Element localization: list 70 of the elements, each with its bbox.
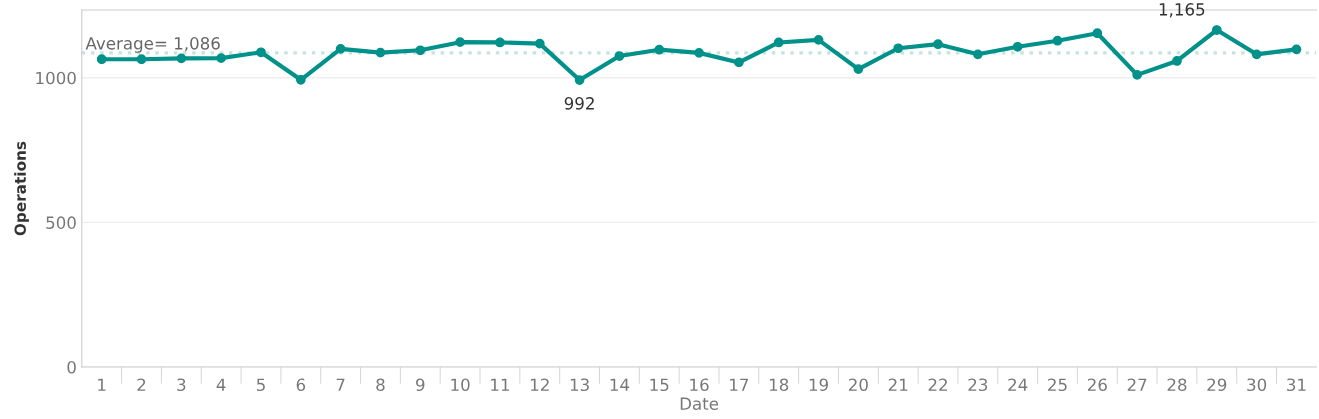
- point: [256, 47, 266, 58]
- point: [335, 43, 346, 54]
- x-tick-label: 6: [296, 378, 306, 392]
- x-tick-label: 13: [570, 378, 589, 392]
- point: [933, 39, 943, 50]
- point: [893, 43, 904, 54]
- point: [1172, 56, 1182, 66]
- point: [96, 54, 107, 65]
- annotation: 992: [564, 97, 594, 110]
- point: [455, 37, 465, 48]
- x-tick-label: 21: [888, 378, 908, 391]
- x-tick-label: 27: [1127, 378, 1147, 391]
- x-tick-label: 16: [690, 378, 709, 392]
- x-tick-label: 26: [1087, 378, 1107, 392]
- annotation: 1,165: [1159, 3, 1205, 18]
- x-tick-label: 30: [1247, 378, 1267, 392]
- x-tick-label: 7: [336, 378, 345, 391]
- x-tick-label: 15: [650, 378, 669, 392]
- x-tick-label: 29: [1207, 378, 1227, 392]
- point: [734, 57, 744, 68]
- x-tick-label: 8: [376, 378, 385, 392]
- x-tick-label: 18: [769, 378, 789, 392]
- x-tick-label: 11: [491, 378, 510, 391]
- point: [574, 75, 585, 85]
- point: [375, 47, 386, 58]
- point: [534, 38, 545, 49]
- y-tick-label: 0: [67, 361, 76, 374]
- x-tick-label: 10: [451, 378, 470, 392]
- x-tick-label: 2: [137, 378, 146, 391]
- point: [813, 34, 824, 45]
- point: [1052, 35, 1063, 46]
- x-tick-label: 12: [531, 378, 549, 391]
- point: [295, 74, 306, 85]
- y-tick-label: 500: [46, 216, 76, 229]
- y-tick-label: 1000: [36, 71, 76, 85]
- point: [1251, 49, 1262, 60]
- x-tick-label: 3: [177, 378, 186, 392]
- y-axis-title: Operations: [14, 141, 29, 236]
- x-tick-label: 14: [610, 378, 630, 391]
- x-tick-label: 4: [216, 378, 226, 391]
- x-tick-label: 22: [928, 378, 947, 391]
- x-tick-label: 17: [730, 378, 749, 391]
- x-tick-label: 19: [809, 378, 828, 392]
- point: [1132, 69, 1143, 80]
- point: [694, 48, 704, 58]
- point: [1092, 28, 1103, 39]
- point: [176, 53, 187, 64]
- x-axis-title: Date: [680, 397, 719, 410]
- point: [773, 37, 784, 48]
- point: [495, 37, 505, 48]
- x-tick-label: 5: [256, 378, 265, 392]
- x-tick-label: 23: [968, 378, 988, 392]
- point: [853, 64, 864, 74]
- point: [972, 49, 983, 60]
- point: [614, 51, 625, 61]
- point: [1291, 44, 1302, 55]
- x-tick-label: 24: [1008, 378, 1028, 391]
- x-tick-label: 1: [98, 378, 106, 391]
- x-tick-label: 31: [1287, 378, 1306, 392]
- x-tick-label: 28: [1167, 378, 1187, 392]
- x-tick-label: 20: [848, 378, 868, 392]
- ref-line-label: Average= 1,086: [85, 37, 220, 53]
- point: [654, 44, 665, 55]
- point: [1211, 25, 1222, 35]
- x-tick-label: 25: [1048, 378, 1067, 392]
- point: [1012, 41, 1023, 52]
- point: [136, 54, 147, 65]
- point: [216, 53, 227, 63]
- point: [415, 45, 426, 56]
- x-tick-label: 9: [416, 378, 425, 392]
